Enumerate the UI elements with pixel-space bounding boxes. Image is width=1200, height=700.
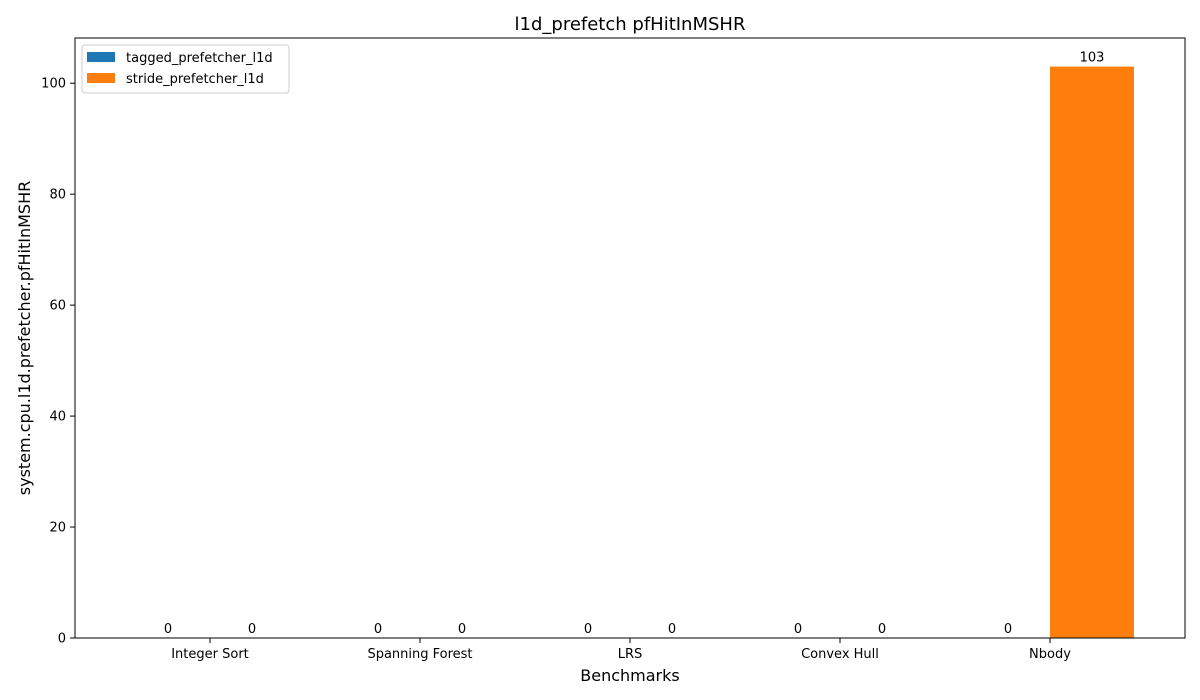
data-label-0-0: 0 [164, 622, 172, 637]
legend-label-0: tagged_prefetcher_l1d [126, 51, 273, 66]
x-tick-label: Spanning Forest [367, 647, 472, 662]
x-tick-label: LRS [618, 647, 643, 662]
legend-box [81, 44, 290, 94]
y-tick-label: 80 [49, 188, 66, 203]
data-label-0-1: 0 [374, 622, 382, 637]
legend-swatch-1 [87, 73, 115, 83]
legend-swatch-0 [87, 52, 115, 62]
data-label-1-0: 0 [248, 622, 256, 637]
bars-group [1050, 66, 1134, 639]
data-label-1-3: 0 [878, 622, 886, 637]
chart-title: l1d_prefetch pfHitInMSHR [515, 14, 746, 35]
legend-label-1: stride_prefetcher_l1d [126, 72, 264, 87]
x-tick-label: Integer Sort [171, 647, 249, 662]
x-axis-label: Benchmarks [580, 666, 679, 685]
data-label-0-4: 0 [1004, 622, 1012, 637]
x-tick-label: Nbody [1029, 647, 1071, 662]
data-label-1-2: 0 [668, 622, 676, 637]
y-tick-label: 0 [58, 632, 66, 647]
data-labels-group: 0 0 0 0 0 0 0 0 0 103 [164, 51, 1105, 637]
plot-frame [74, 37, 1186, 639]
legend: tagged_prefetcher_l1d stride_prefetcher_l… [81, 44, 290, 94]
x-tick-label: Convex Hull [801, 647, 879, 662]
x-axis: Integer Sort Spanning Forest LRS Convex Hul… [171, 638, 1071, 662]
data-label-0-3: 0 [794, 622, 802, 637]
y-tick-label: 40 [49, 410, 66, 425]
data-label-1-1: 0 [458, 622, 466, 637]
data-label-0-2: 0 [584, 622, 592, 637]
y-tick-label: 20 [49, 521, 66, 536]
bar-1-4 [1050, 66, 1134, 639]
y-axis-label: system.cpu.l1d.prefetcher.pfHitInMSHR [15, 181, 34, 495]
y-tick-label: 100 [41, 77, 66, 92]
y-axis: 0 20 40 60 80 100 [41, 77, 75, 647]
data-label-1-4: 103 [1080, 51, 1105, 66]
y-tick-label: 60 [49, 299, 66, 314]
